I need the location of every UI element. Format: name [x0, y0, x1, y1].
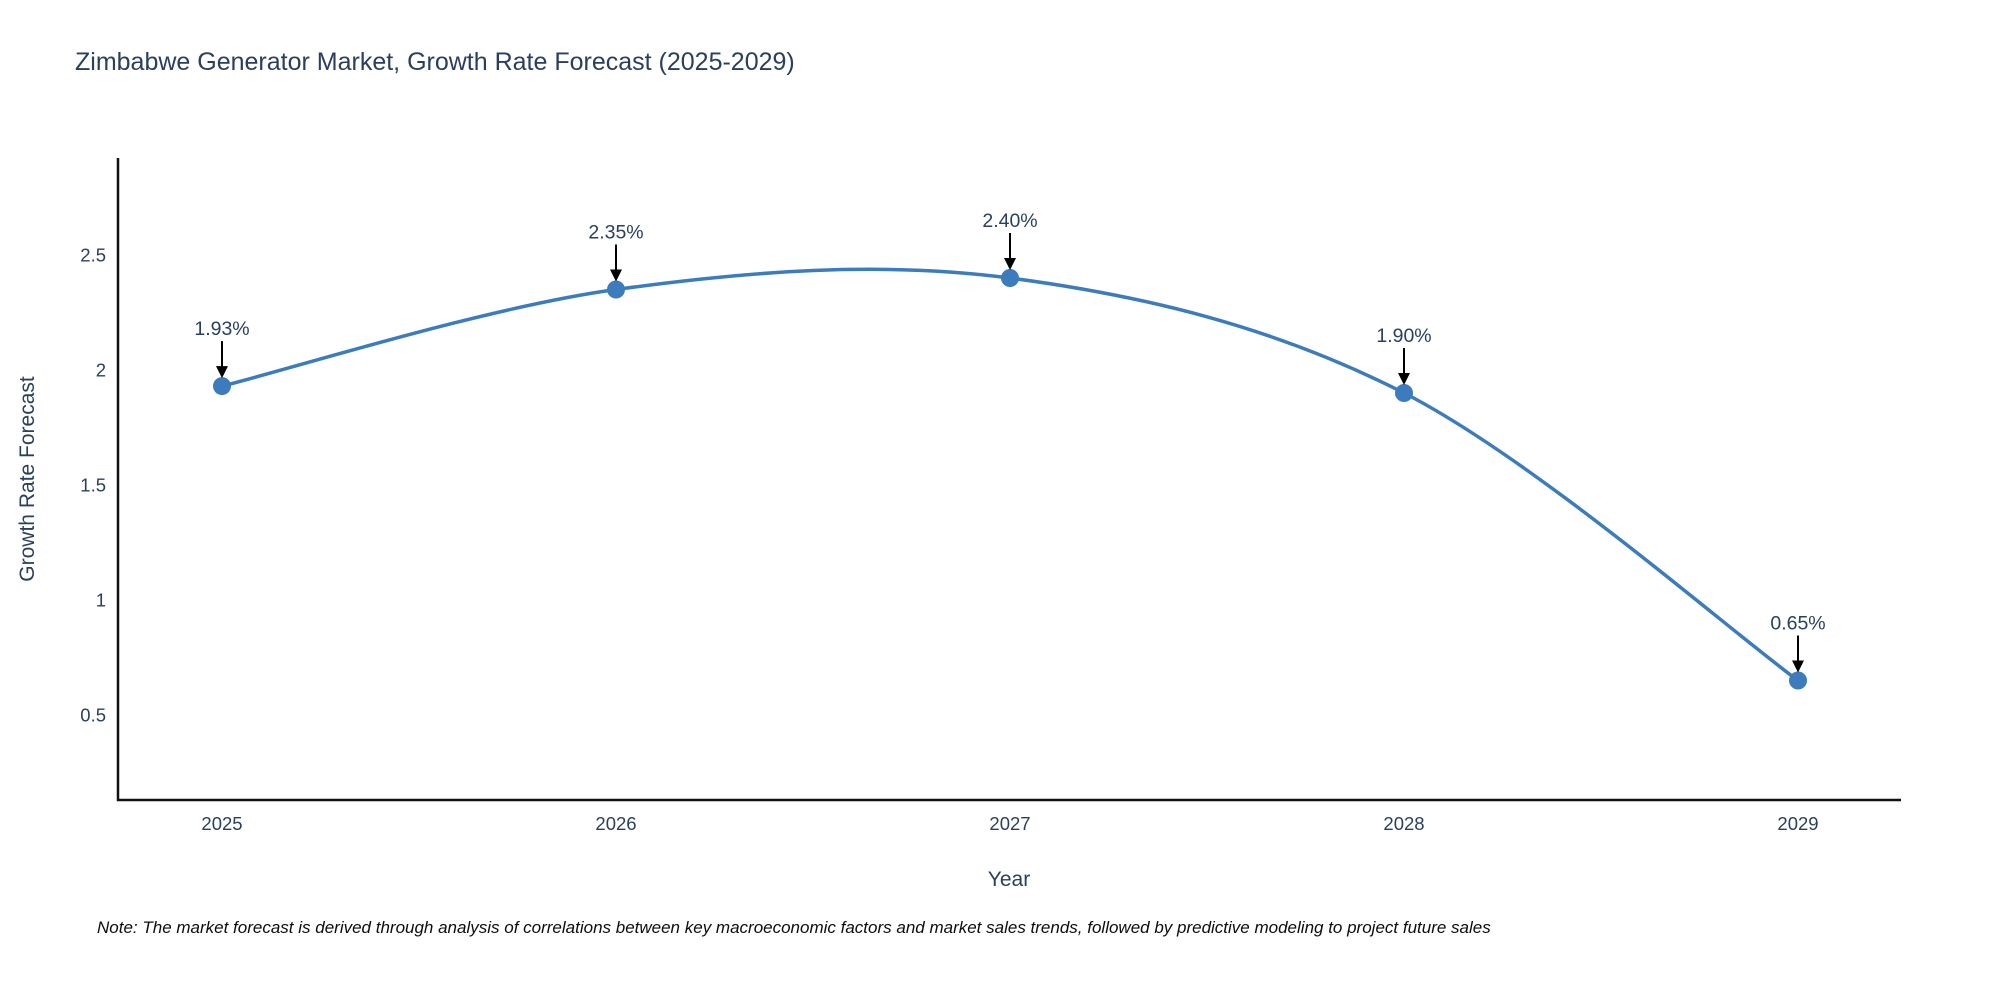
- y-tick-label: 1.5: [80, 475, 106, 496]
- data-point[interactable]: [1789, 671, 1807, 690]
- x-tick-label: 2025: [201, 813, 242, 834]
- data-point[interactable]: [607, 280, 625, 299]
- annotation-label: 1.93%: [194, 318, 249, 340]
- y-tick-label: 0.5: [80, 705, 106, 726]
- data-point[interactable]: [213, 377, 231, 396]
- x-axis-title: Year: [987, 868, 1031, 891]
- x-tick-label: 2027: [989, 813, 1030, 834]
- data-point[interactable]: [1395, 384, 1413, 402]
- data-point[interactable]: [1001, 269, 1019, 287]
- y-tick-label: 2.5: [80, 245, 106, 266]
- annotation-label: 1.90%: [1376, 325, 1431, 347]
- annotation-label: 2.40%: [982, 210, 1037, 232]
- y-tick-label: 2: [96, 360, 106, 381]
- annotation-arrowhead: [610, 269, 622, 282]
- annotation-arrowhead: [1004, 258, 1016, 270]
- annotation-arrowhead: [1398, 373, 1410, 385]
- annotation-arrowhead: [1792, 660, 1804, 673]
- x-tick-label: 2026: [595, 813, 636, 834]
- x-tick-label: 2028: [1383, 813, 1424, 834]
- y-axis-title: Growth Rate Forecast: [16, 376, 39, 582]
- annotation-arrowhead: [216, 366, 228, 379]
- chart-title: Zimbabwe Generator Market, Growth Rate F…: [75, 48, 795, 76]
- trend-line: [221, 267, 1800, 682]
- x-tick-label: 2029: [1777, 813, 1818, 834]
- footnote: Note: The market forecast is derived thr…: [97, 918, 1491, 937]
- axis-lines: [116, 158, 1901, 802]
- annotation-label: 0.65%: [1770, 613, 1825, 635]
- annotation-label: 2.35%: [588, 222, 643, 244]
- y-tick-label: 1: [96, 590, 106, 611]
